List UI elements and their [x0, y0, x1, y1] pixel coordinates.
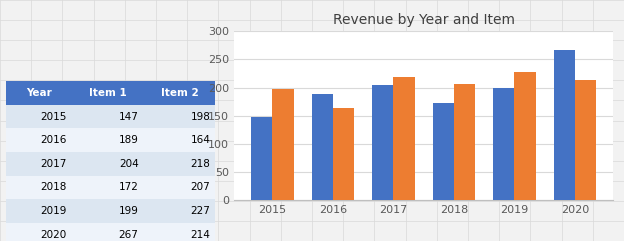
Bar: [251, 117, 273, 200]
Text: 2017: 2017: [41, 159, 67, 169]
Text: 198: 198: [190, 112, 210, 122]
Text: 214: 214: [190, 230, 210, 240]
Bar: [494, 88, 514, 200]
Text: 207: 207: [190, 182, 210, 193]
Bar: [6, 223, 215, 241]
Bar: [6, 176, 215, 199]
Text: 147: 147: [119, 112, 139, 122]
Bar: [6, 152, 215, 176]
Bar: [454, 84, 475, 200]
Bar: [514, 72, 535, 200]
Bar: [312, 94, 333, 200]
Text: 2020: 2020: [41, 230, 67, 240]
Bar: [373, 85, 394, 200]
Text: 199: 199: [119, 206, 139, 216]
Bar: [433, 103, 454, 200]
Bar: [575, 80, 596, 200]
Text: Item 1: Item 1: [89, 88, 127, 98]
Text: 267: 267: [119, 230, 139, 240]
Text: 172: 172: [119, 182, 139, 193]
Bar: [6, 105, 215, 128]
Text: 189: 189: [119, 135, 139, 145]
Text: 218: 218: [190, 159, 210, 169]
Bar: [6, 81, 215, 105]
Title: Revenue by Year and Item: Revenue by Year and Item: [333, 13, 515, 27]
Bar: [553, 50, 575, 200]
Text: 2016: 2016: [41, 135, 67, 145]
Text: 164: 164: [190, 135, 210, 145]
Bar: [273, 89, 294, 200]
Bar: [333, 108, 354, 200]
Bar: [6, 199, 215, 223]
Text: 2019: 2019: [41, 206, 67, 216]
Text: 2015: 2015: [41, 112, 67, 122]
Bar: [6, 128, 215, 152]
Text: 227: 227: [190, 206, 210, 216]
Text: Item 2: Item 2: [160, 88, 198, 98]
Bar: [394, 77, 414, 200]
Text: 2018: 2018: [41, 182, 67, 193]
Text: Year: Year: [26, 88, 52, 98]
Text: 204: 204: [119, 159, 139, 169]
